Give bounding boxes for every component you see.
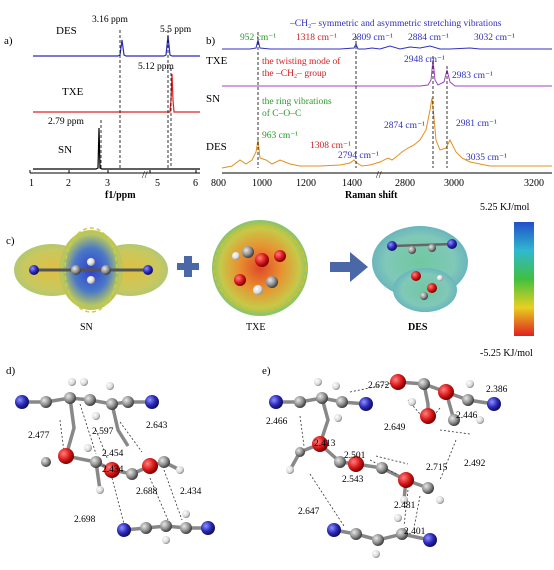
tick-a-1: 1 [29,178,34,189]
peak-952: 952 cm⁻¹ [240,33,276,43]
dist-d-2688: 2.688 [136,487,158,497]
stretch-title: –CH₂– symmetric and asymmetric stretchin… [289,19,502,29]
raman-row-sn: SN [206,93,220,105]
dist-e-2386: 2.386 [486,385,508,395]
raman-spectrum-des [221,97,552,169]
molecule-d-atoms [15,378,215,544]
panel-a-label: a) [4,35,13,47]
panel-e-label: e) [262,365,271,377]
panel-c: c) SN [6,202,534,359]
raman-row-txe: TXE [206,55,228,67]
panel-e: e) [262,365,508,558]
dist-e-2446: 2.446 [456,411,478,421]
dist-e-2672: 2.672 [368,381,390,391]
dist-d-2643: 2.643 [146,421,168,431]
peak-3035: 3035 cm⁻¹ [466,153,507,163]
dist-e-2492: 2.492 [464,459,486,469]
txe-esp-surface [212,220,308,316]
esp-label-des: DES [408,322,428,333]
tick-a-2: 2 [66,178,71,189]
nmr-spectrum-sn [33,127,200,170]
svg-text://: // [142,170,148,181]
sn-esp-surface [14,227,168,313]
peak-2794: 2794 cm⁻¹ [338,151,379,161]
peak-2809: 2809 cm⁻¹ [352,33,393,43]
dist-e-2501: 2.501 [344,451,366,461]
dist-d-2434a: 2.434 [102,465,124,475]
tick-b-800: 800 [211,178,226,189]
dist-e-2481: 2.481 [394,501,416,511]
esp-label-sn: SN [80,322,93,333]
peak-1308: 1308 cm⁻¹ [310,141,351,151]
panel-c-label: c) [6,235,15,247]
row-label-des: DES [56,25,77,37]
row-label-sn: SN [58,144,72,156]
dist-e-2715: 2.715 [426,463,448,473]
peak-3032: 3032 cm⁻¹ [474,33,515,43]
tick-a-3: 3 [105,178,110,189]
tick-b-1000: 1000 [252,178,272,189]
panel-d: d) [6,365,215,544]
dist-d-2698: 2.698 [74,515,96,525]
dist-e-2543: 2.543 [342,475,364,485]
axis-label-raman: Raman shift [345,190,398,201]
peak-2-79: 2.79 ppm [48,117,85,127]
dist-e-2649: 2.649 [384,423,406,433]
row-label-txe: TXE [62,86,84,98]
ring-note-1: the ring vibrations [262,97,332,107]
axis-label-f1: f1/ppm [105,190,136,201]
tick-b-3200: 3200 [524,178,544,189]
nmr-spectrum-txe [33,73,200,113]
peak-2884: 2884 cm⁻¹ [408,33,449,43]
panel-d-label: d) [6,365,16,377]
panel-b-label: b) [206,35,216,47]
tick-b-1400: 1400 [342,178,362,189]
peak-2981: 2981 cm⁻¹ [456,119,497,129]
dist-e-2413: 2.413 [314,439,336,449]
raman-spectrum-sn [222,59,552,87]
dist-d-2434b: 2.434 [180,487,202,497]
molecule-e-atoms [269,374,501,558]
tick-b-2800: 2800 [395,178,415,189]
esp-color-scale [514,222,534,336]
raman-row-des: DES [206,141,227,153]
des-esp-surface [372,226,468,312]
panel-b: b) –CH₂– symmetric and asymmetric stretc… [206,19,552,201]
peak-2983: 2983 cm⁻¹ [452,71,493,81]
tick-a-6: 6 [193,178,198,189]
arrow-right-icon [330,252,368,282]
peak-5-5: 5.5 ppm [160,25,192,35]
peak-2874: 2874 cm⁻¹ [384,121,425,131]
dist-d-2477: 2.477 [28,431,50,441]
ring-note-2: of C–O–C [262,108,301,119]
esp-label-txe: TXE [246,322,265,333]
panel-a: a) // 1 2 3 5 6 f1/ppm DES TXE SN 3.16 p… [4,15,200,201]
peak-3-16: 3.16 ppm [92,15,129,25]
dist-e-2466: 2.466 [266,417,288,427]
plus-icon [177,256,199,277]
dist-e-2647: 2.647 [298,507,320,517]
nmr-spectrum-des [33,35,200,57]
dist-e-2401: 2.401 [404,527,426,537]
dist-d-2454: 2.454 [102,449,124,459]
raman-spectrum-txe [222,39,552,50]
tick-b-3000: 3000 [444,178,464,189]
tick-b-1200: 1200 [296,178,316,189]
peak-2948: 2948 cm⁻¹ [404,55,445,65]
twisting-note-2: the –CH₂– group [262,69,327,79]
peak-963: 963 cm⁻¹ [262,131,298,141]
dist-d-2597: 2.597 [92,427,114,437]
peak-1318: 1318 cm⁻¹ [296,33,337,43]
peak-5-12: 5.12 ppm [138,62,175,72]
twisting-note-1: the twisting mode of [262,56,341,67]
svg-text://: // [376,170,382,181]
tick-a-5: 5 [155,178,160,189]
scale-top-label: 5.25 KJ/mol [480,202,530,213]
scale-bottom-label: -5.25 KJ/mol [480,348,533,359]
